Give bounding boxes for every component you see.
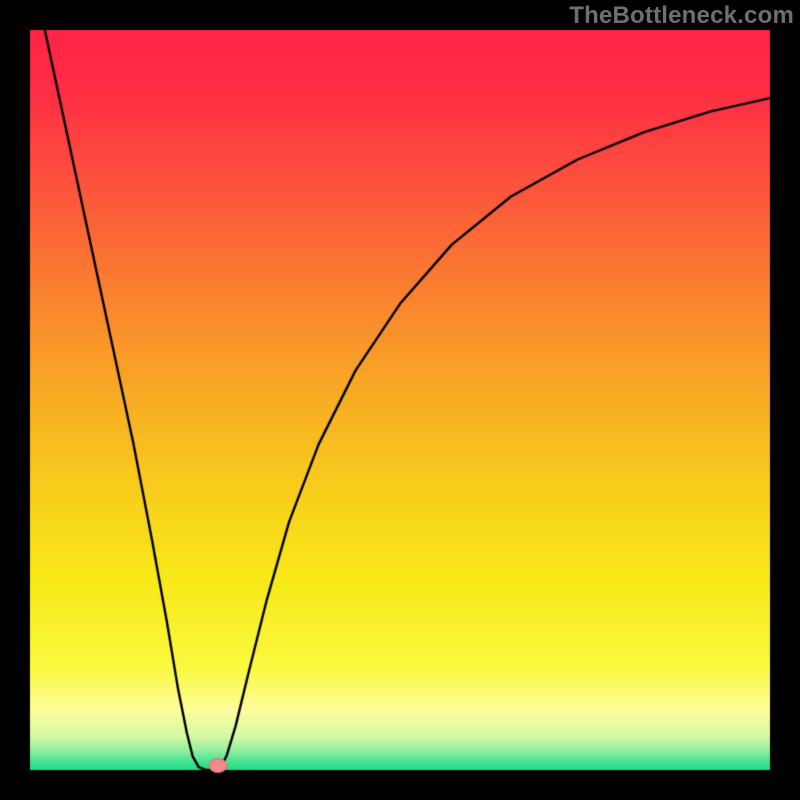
chart-root: TheBottleneck.com [0,0,800,800]
watermark-text: TheBottleneck.com [569,0,800,30]
plot-canvas-slot [0,0,800,800]
plot-canvas [0,0,800,800]
